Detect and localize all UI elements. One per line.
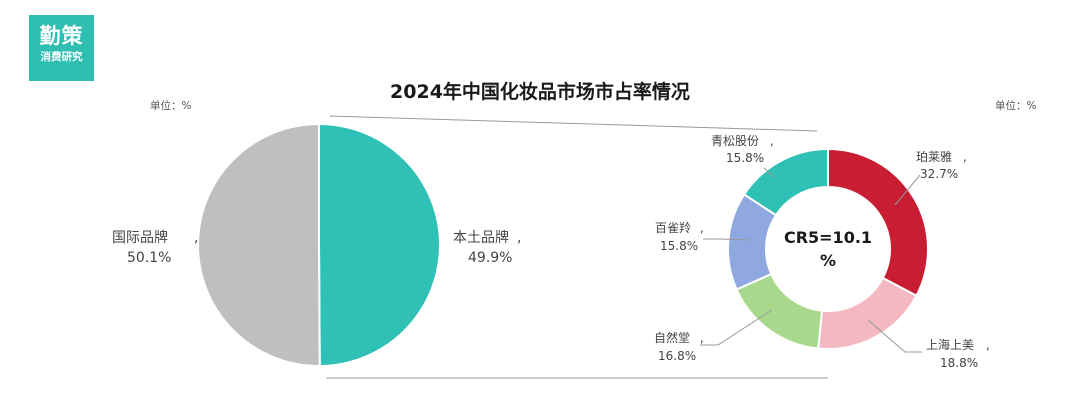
donut-label-comma-shangmei: , [986, 338, 990, 352]
pie-slice-1 [318, 122, 442, 368]
donut-label-name-qingsong: 青松股份 [711, 134, 759, 148]
leader-line-qingsong [763, 167, 776, 179]
brand-logo: 勤策 消费研究 [29, 15, 94, 81]
pie-label-value-international: 50.1% [127, 250, 171, 266]
donut-label-name-pechoin: 百雀羚 [655, 220, 691, 235]
leader-line-pechoin [703, 238, 751, 241]
leader-line-proya [894, 174, 921, 206]
donut-label-value-qingsong: 15.8% [726, 151, 764, 165]
pie-label-comma-domestic: , [517, 230, 521, 246]
donut-center-label-line1: CR5=10.1 [784, 228, 872, 247]
donut-slice-3 [735, 272, 824, 350]
connector-line-top [329, 115, 818, 132]
donut-center-label-line2: % [820, 251, 836, 270]
market-share-pie [197, 122, 442, 368]
unit-label-left: 单位：% [150, 100, 192, 112]
unit-label-right: 单位：% [995, 100, 1037, 112]
donut-label-value-chando: 16.8% [658, 349, 696, 363]
donut-label-comma-pechoin: , [700, 221, 704, 235]
logo-text-main: 勤策 [39, 23, 84, 48]
donut-slice-2 [817, 276, 918, 350]
donut-label-value-proya: 32.7% [920, 167, 958, 181]
pie-label-name-domestic: 本土品牌 [453, 229, 509, 246]
donut-slice-1 [827, 147, 929, 298]
donut-label-comma-proya: , [963, 150, 967, 164]
donut-label-name-proya: 珀莱雅 [916, 149, 952, 164]
leader-line-shangmei [867, 319, 922, 353]
pie-label-comma-international: , [194, 230, 198, 246]
pie-slice-2 [197, 122, 321, 367]
pie-label-name-international: 国际品牌 [112, 229, 168, 246]
pie-label-value-domestic: 49.9% [468, 250, 512, 266]
logo-text-sub: 消费研究 [40, 51, 83, 63]
donut-label-value-shangmei: 18.8% [940, 356, 978, 370]
donut-label-comma-chando: , [700, 331, 704, 345]
donut-slice-5 [742, 147, 829, 217]
leader-line-chando [700, 309, 773, 346]
cr5-donut [727, 147, 929, 350]
donut-label-comma-qingsong: , [770, 134, 774, 148]
donut-label-name-shangmei: 上海上美 [926, 337, 974, 352]
chart-title: 2024年中国化妆品市场市占率情况 [390, 81, 690, 103]
donut-label-name-chando: 自然堂 [654, 330, 690, 345]
donut-label-value-pechoin: 15.8% [660, 239, 698, 253]
